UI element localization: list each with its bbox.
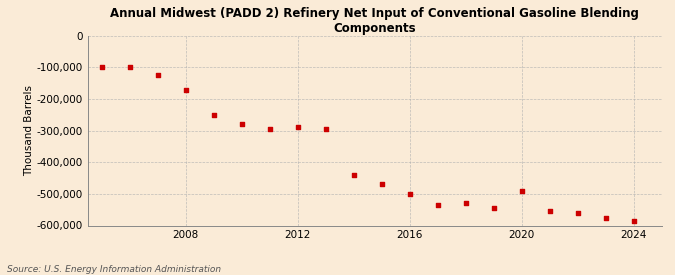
Point [488,206,499,210]
Point [404,192,415,196]
Text: Source: U.S. Energy Information Administration: Source: U.S. Energy Information Administ… [7,265,221,274]
Point [460,201,471,206]
Point [209,113,219,117]
Point [544,209,555,213]
Point [516,189,527,193]
Point [320,127,331,131]
Point [628,219,639,223]
Point [153,73,163,78]
Point [236,122,247,127]
Point [348,173,359,177]
Point [265,127,275,131]
Point [124,65,135,70]
Point [376,182,387,187]
Y-axis label: Thousand Barrels: Thousand Barrels [24,85,34,176]
Point [572,211,583,215]
Point [292,125,303,130]
Point [97,65,107,70]
Point [432,203,443,207]
Title: Annual Midwest (PADD 2) Refinery Net Input of Conventional Gasoline Blending Com: Annual Midwest (PADD 2) Refinery Net Inp… [110,7,639,35]
Point [180,87,191,92]
Point [600,215,611,220]
